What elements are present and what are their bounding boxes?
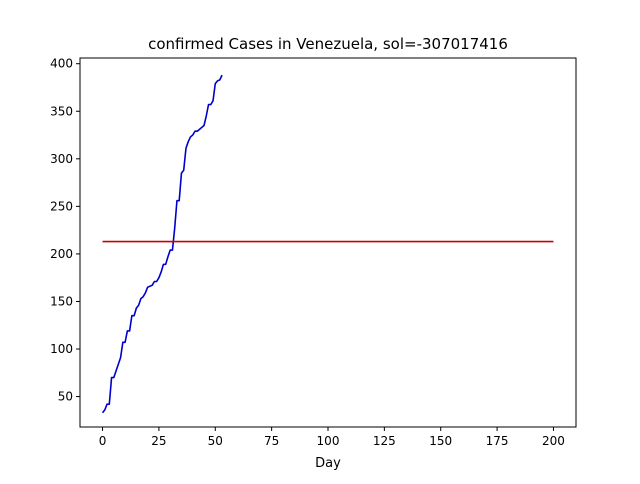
ticks-layer: 0 25 50 75 100 125 150 175 200 50 100 150 200 250 300 3… [50,57,565,448]
plot-frame [79,57,577,428]
y-tick-label: 200 [50,247,73,261]
y-tick-label: 250 [50,199,73,213]
y-tick-label: 50 [58,390,73,404]
y-tick-label: 400 [50,57,73,71]
x-tick-label: 175 [486,434,509,448]
x-tick-label: 200 [542,434,565,448]
y-tick-label: 150 [50,294,73,308]
series-layer [101,74,554,414]
x-tick-label: 100 [317,434,340,448]
chart-title: confirmed Cases in Venezuela, sol=-30701… [148,35,508,53]
x-tick-label: 0 [99,434,107,448]
y-tick-label: 300 [50,152,73,166]
x-tick-label: 25 [151,434,166,448]
x-tick-label: 75 [264,434,279,448]
series-line-0 [101,74,223,414]
x-tick-label: 150 [429,434,452,448]
y-tick-label: 100 [50,342,73,356]
x-tick-label: 125 [373,434,396,448]
y-tick-label: 350 [50,104,73,118]
x-axis-label: Day [315,456,341,471]
x-tick-label: 50 [208,434,223,448]
